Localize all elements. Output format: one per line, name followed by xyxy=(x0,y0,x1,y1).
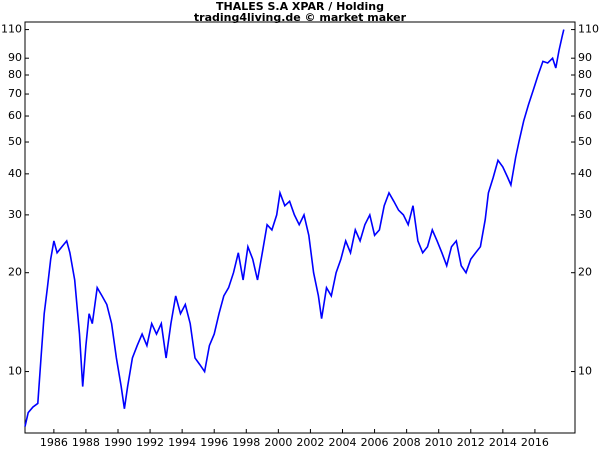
x-tick-label: 1988 xyxy=(72,436,100,449)
chart-title: THALES S.A XPAR / Holding xyxy=(216,0,384,13)
y-tick-label-right: 20 xyxy=(578,266,592,279)
y-tick-label-right: 70 xyxy=(578,87,592,100)
x-tick-label: 1998 xyxy=(232,436,260,449)
y-tick-label: 80 xyxy=(8,68,22,81)
x-tick-label: 1994 xyxy=(168,436,196,449)
x-tick-label: 2016 xyxy=(521,436,549,449)
x-tick-label: 2002 xyxy=(296,436,324,449)
y-tick-label-right: 50 xyxy=(578,135,592,148)
x-tick-label: 1990 xyxy=(104,436,132,449)
x-tick-label: 2012 xyxy=(457,436,485,449)
x-tick-label: 2000 xyxy=(264,436,292,449)
x-tick-label: 2010 xyxy=(425,436,453,449)
y-tick-label: 90 xyxy=(8,51,22,64)
x-tick-label: 1986 xyxy=(40,436,68,449)
price-line xyxy=(24,29,565,427)
y-tick-label-right: 40 xyxy=(578,167,592,180)
x-tick-label: 1992 xyxy=(136,436,164,449)
x-tick-label: 1996 xyxy=(200,436,228,449)
x-tick-label: 2004 xyxy=(328,436,356,449)
y-tick-label: 60 xyxy=(8,109,22,122)
y-tick-label-right: 80 xyxy=(578,68,592,81)
plot-frame xyxy=(24,21,576,434)
y-tick-label: 20 xyxy=(8,266,22,279)
chart-subtitle: trading4living.de © market maker xyxy=(194,11,407,24)
y-tick-label: 70 xyxy=(8,87,22,100)
x-tick-label: 2006 xyxy=(361,436,389,449)
x-tick-label: 2014 xyxy=(489,436,517,449)
y-tick-label: 50 xyxy=(8,135,22,148)
y-tick-label: 30 xyxy=(8,208,22,221)
y-tick-label-right: 60 xyxy=(578,109,592,122)
y-tick-label-right: 30 xyxy=(578,208,592,221)
x-tick-label: 2008 xyxy=(393,436,421,449)
y-tick-label: 40 xyxy=(8,167,22,180)
y-tick-label-right: 90 xyxy=(578,51,592,64)
y-tick-label: 10 xyxy=(8,365,22,378)
y-tick-label-right: 110 xyxy=(578,23,599,36)
y-tick-label: 110 xyxy=(1,23,22,36)
y-tick-label-right: 10 xyxy=(578,365,592,378)
